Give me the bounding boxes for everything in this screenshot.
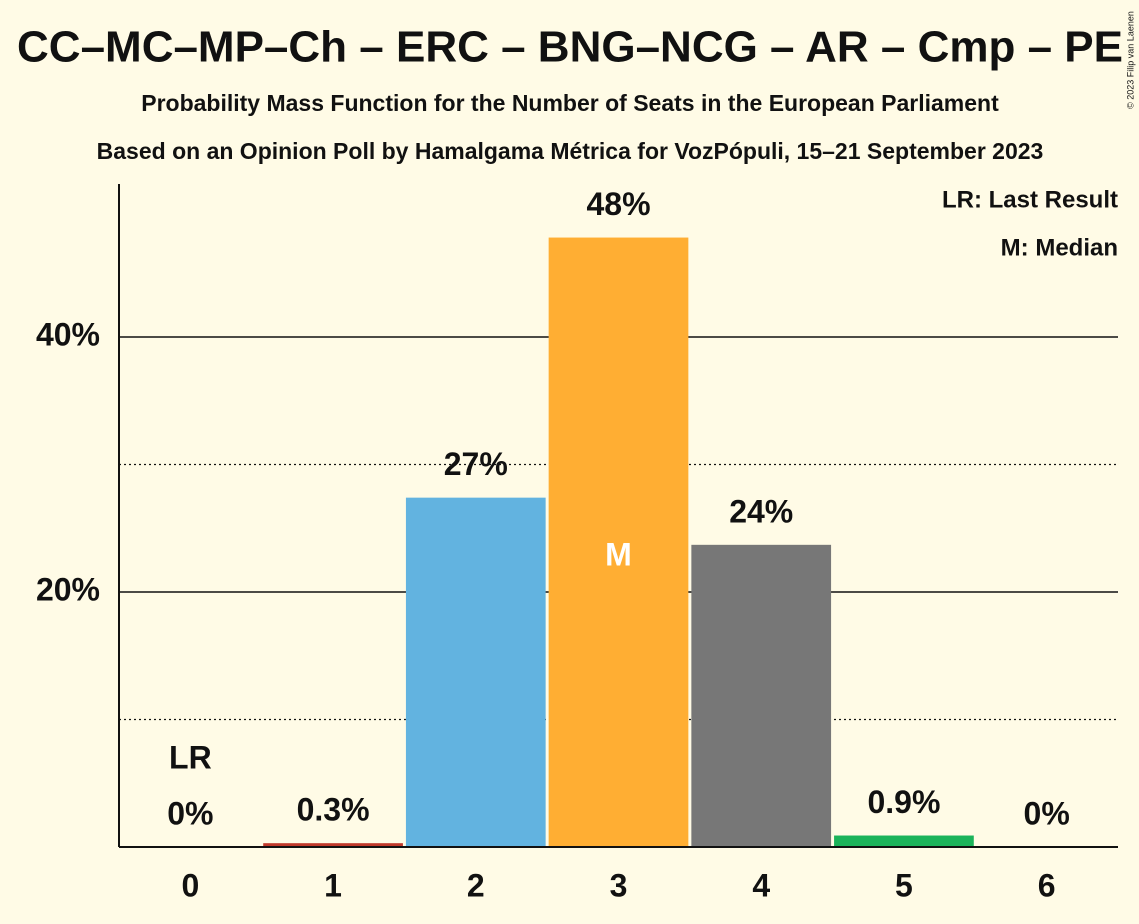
chart-title: CC–MC–MP–Ch – ERC – BNG–NCG – AR – Cmp –… bbox=[17, 23, 1123, 72]
bar bbox=[263, 843, 403, 847]
bar bbox=[548, 237, 689, 848]
x-tick-label: 2 bbox=[467, 867, 485, 903]
x-tick-label: 1 bbox=[324, 867, 342, 903]
last-result-label: LR bbox=[169, 739, 212, 775]
legend-note: M: Median bbox=[1001, 234, 1118, 261]
y-tick-label: 40% bbox=[36, 316, 100, 352]
x-tick-label: 3 bbox=[610, 867, 628, 903]
chart-subtitle: Probability Mass Function for the Number… bbox=[141, 90, 999, 116]
value-label: 0% bbox=[167, 795, 213, 831]
bar bbox=[405, 497, 546, 847]
bar bbox=[691, 544, 832, 847]
bar bbox=[834, 835, 974, 847]
credit: © 2023 Filip van Laenen bbox=[1125, 11, 1135, 109]
x-tick-label: 6 bbox=[1038, 867, 1056, 903]
x-tick-label: 5 bbox=[895, 867, 913, 903]
value-label: 27% bbox=[444, 446, 508, 482]
legend-note: LR: Last Result bbox=[942, 186, 1118, 213]
value-label: 48% bbox=[586, 186, 650, 222]
median-label: M bbox=[605, 537, 632, 573]
x-tick-label: 0 bbox=[181, 867, 199, 903]
value-label: 0.3% bbox=[297, 792, 370, 828]
value-label: 0.9% bbox=[867, 784, 940, 820]
y-tick-label: 20% bbox=[36, 571, 100, 607]
value-label: 0% bbox=[1024, 795, 1070, 831]
x-tick-label: 4 bbox=[752, 867, 770, 903]
value-label: 24% bbox=[729, 493, 793, 529]
chart-subtitle: Based on an Opinion Poll by Hamalgama Mé… bbox=[97, 138, 1044, 164]
